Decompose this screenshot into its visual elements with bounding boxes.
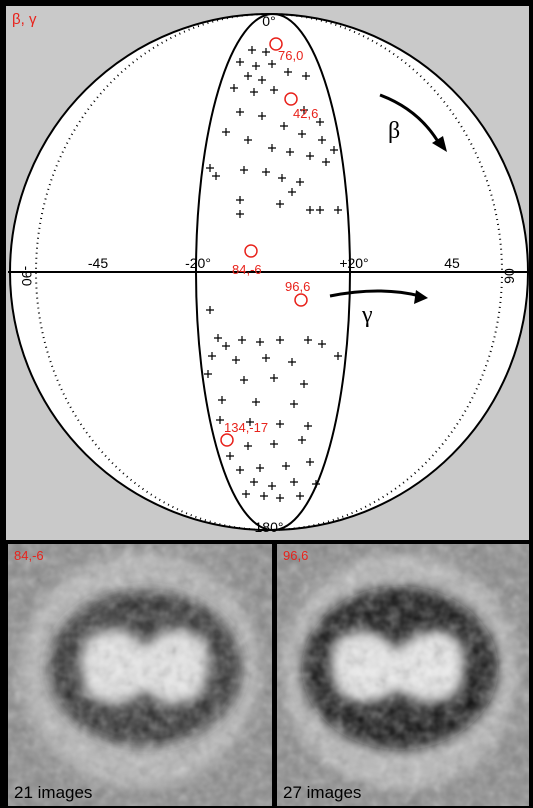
- axis-label: -20°: [185, 255, 211, 271]
- class-average: [8, 544, 272, 806]
- class-average: [277, 544, 529, 806]
- point-label: 42,6: [293, 106, 318, 121]
- image-label: 84,-6: [14, 548, 44, 563]
- image-count: 21 images: [14, 783, 92, 802]
- axis-label: -45: [88, 255, 108, 271]
- axis-label: 0°: [262, 13, 275, 29]
- panel-label: β, γ: [12, 11, 37, 28]
- axis-label: 180°: [255, 519, 284, 535]
- point-label: 76,0: [278, 48, 303, 63]
- point-label: 84,-6: [232, 262, 262, 277]
- point-label: 96,6: [285, 279, 310, 294]
- image-label: 96,6: [283, 548, 308, 563]
- axis-label: +20°: [339, 255, 368, 271]
- beta-label: β: [388, 118, 400, 144]
- gamma-label: γ: [361, 302, 373, 328]
- point-label: 134,-17: [224, 420, 268, 435]
- figure: 76,0 42,6 84,-6 96,6 134,-17 β, γ 0° 180…: [0, 0, 533, 808]
- axis-label: 45: [444, 255, 460, 271]
- axis-label: -90: [19, 266, 35, 286]
- axis-label: 90: [501, 268, 517, 284]
- image-count: 27 images: [283, 783, 361, 802]
- image-noise: [8, 544, 272, 806]
- image-noise: [277, 544, 529, 806]
